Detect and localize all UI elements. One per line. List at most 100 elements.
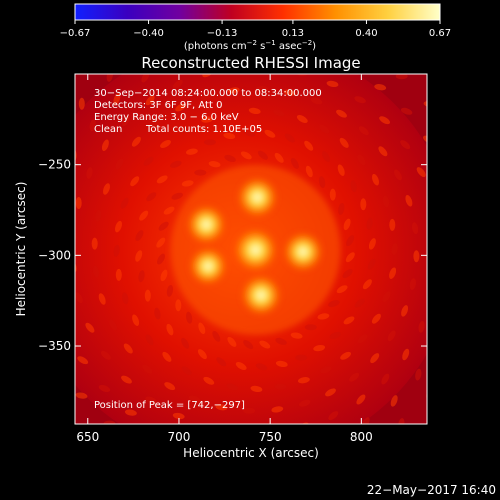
ripple-mark bbox=[271, 406, 284, 413]
ripple-mark bbox=[418, 320, 425, 333]
ripple-mark bbox=[224, 154, 236, 162]
ripple-mark bbox=[160, 269, 168, 282]
source-layer bbox=[185, 175, 325, 317]
ripple-mark bbox=[132, 314, 140, 326]
ripple-mark bbox=[185, 311, 193, 324]
ripple-mark bbox=[367, 258, 376, 270]
ripple-mark bbox=[401, 305, 409, 317]
ripple-mark bbox=[356, 394, 366, 405]
ripple-mark bbox=[343, 218, 351, 231]
ripple-mark bbox=[322, 151, 330, 162]
colorbar-tick-label: −0.67 bbox=[60, 28, 91, 39]
ripple-mark bbox=[216, 357, 227, 367]
info-energy: Energy Range: 3.0 − 6.0 keV bbox=[94, 112, 239, 123]
ripple-mark bbox=[264, 129, 276, 138]
ripple-mark bbox=[487, 171, 500, 181]
colorbar-tick-label: −0.13 bbox=[207, 28, 238, 39]
ripple-mark bbox=[400, 107, 413, 115]
ripple-mark bbox=[328, 433, 340, 446]
ripple-mark bbox=[98, 293, 106, 305]
ripple-mark bbox=[290, 332, 303, 339]
ripple-mark bbox=[144, 289, 151, 302]
ripple-mark bbox=[345, 252, 355, 263]
ripple-mark bbox=[75, 392, 88, 399]
ripple-mark bbox=[381, 373, 390, 385]
ripple-mark bbox=[354, 298, 365, 308]
ripple-mark bbox=[297, 377, 310, 384]
ripple-mark bbox=[411, 222, 419, 235]
ripple-mark bbox=[391, 243, 398, 255]
ripple-mark bbox=[145, 396, 157, 404]
ripple-mark bbox=[160, 140, 171, 148]
colorbar-unit: (photons cm−2 s−1 asec−2) bbox=[184, 39, 316, 52]
ripple-mark bbox=[310, 97, 323, 105]
ripple-mark bbox=[405, 195, 413, 207]
ripple-mark bbox=[248, 107, 261, 115]
ripple-mark bbox=[152, 118, 162, 128]
ripple-mark bbox=[317, 313, 330, 320]
ripple-mark bbox=[390, 395, 398, 407]
ripple-mark bbox=[325, 388, 336, 397]
ripple-mark bbox=[400, 140, 411, 150]
ripple-mark bbox=[41, 109, 51, 122]
ripple-mark bbox=[102, 46, 108, 58]
ripple-mark bbox=[370, 353, 380, 364]
ripple-mark bbox=[372, 173, 379, 186]
ripple-mark bbox=[223, 132, 236, 140]
y-axis-label: Heliocentric Y (arcsec) bbox=[14, 182, 28, 317]
ripple-mark bbox=[91, 237, 98, 250]
ripple-mark bbox=[194, 169, 207, 176]
ripple-mark bbox=[201, 116, 214, 123]
ripple-mark bbox=[450, 199, 462, 212]
ripple-mark bbox=[250, 385, 263, 393]
ripple-mark bbox=[92, 265, 100, 278]
ripple-mark bbox=[120, 197, 129, 209]
ripple-mark bbox=[363, 49, 376, 57]
ripple-mark bbox=[298, 399, 311, 407]
ripple-mark bbox=[342, 269, 353, 279]
ripple-mark bbox=[378, 146, 388, 157]
ripple-mark bbox=[358, 126, 369, 136]
ripple-mark bbox=[122, 292, 129, 305]
ripple-mark bbox=[240, 151, 252, 160]
ripple-mark bbox=[173, 30, 184, 43]
source-blob bbox=[239, 273, 283, 317]
ripple-mark bbox=[115, 158, 124, 170]
ripple-mark bbox=[155, 429, 167, 435]
ripple-mark bbox=[435, 412, 443, 425]
x-axis: 650 700 750 800 bbox=[76, 74, 373, 444]
colorbar-tick-label: 0.67 bbox=[429, 28, 451, 39]
ripple-mark bbox=[146, 192, 157, 202]
ripple-mark bbox=[360, 198, 367, 211]
ripple-mark bbox=[283, 89, 296, 96]
ripple-mark bbox=[224, 110, 237, 117]
ripple-mark bbox=[164, 382, 176, 391]
ripple-mark bbox=[138, 270, 145, 283]
ripple-mark bbox=[389, 267, 397, 279]
ripple-mark bbox=[304, 140, 314, 151]
ripple-mark bbox=[366, 465, 374, 478]
info-time: 30−Sep−2014 08:24:00.000 to 08:34:00.000 bbox=[94, 88, 322, 99]
ripple-mark bbox=[139, 210, 149, 221]
ripple-mark bbox=[289, 467, 301, 480]
ripple-mark bbox=[170, 160, 182, 168]
ripple-mark bbox=[123, 343, 133, 354]
ripple-mark bbox=[203, 139, 216, 146]
colorbar-tick-label: −0.40 bbox=[133, 28, 164, 39]
ripple-mark bbox=[235, 362, 247, 370]
ripple-mark bbox=[20, 147, 31, 160]
ripple-mark bbox=[188, 395, 201, 403]
ripple-mark bbox=[106, 74, 113, 82]
ripple-mark bbox=[172, 79, 183, 89]
ripple-mark bbox=[200, 93, 213, 101]
ripple-mark bbox=[206, 423, 211, 424]
ripple-mark bbox=[402, 348, 410, 361]
ripple-mark bbox=[389, 218, 396, 231]
ripple-mark bbox=[143, 156, 154, 166]
ripple-mark bbox=[492, 298, 500, 311]
ripple-mark bbox=[404, 442, 410, 454]
ripple-mark bbox=[101, 139, 109, 152]
x-tick-label: 800 bbox=[350, 430, 373, 444]
ripple-mark bbox=[282, 490, 293, 500]
